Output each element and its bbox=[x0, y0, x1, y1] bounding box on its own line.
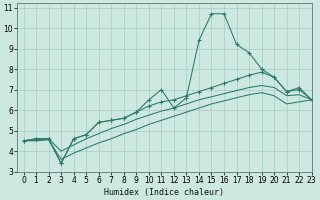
X-axis label: Humidex (Indice chaleur): Humidex (Indice chaleur) bbox=[105, 188, 225, 197]
